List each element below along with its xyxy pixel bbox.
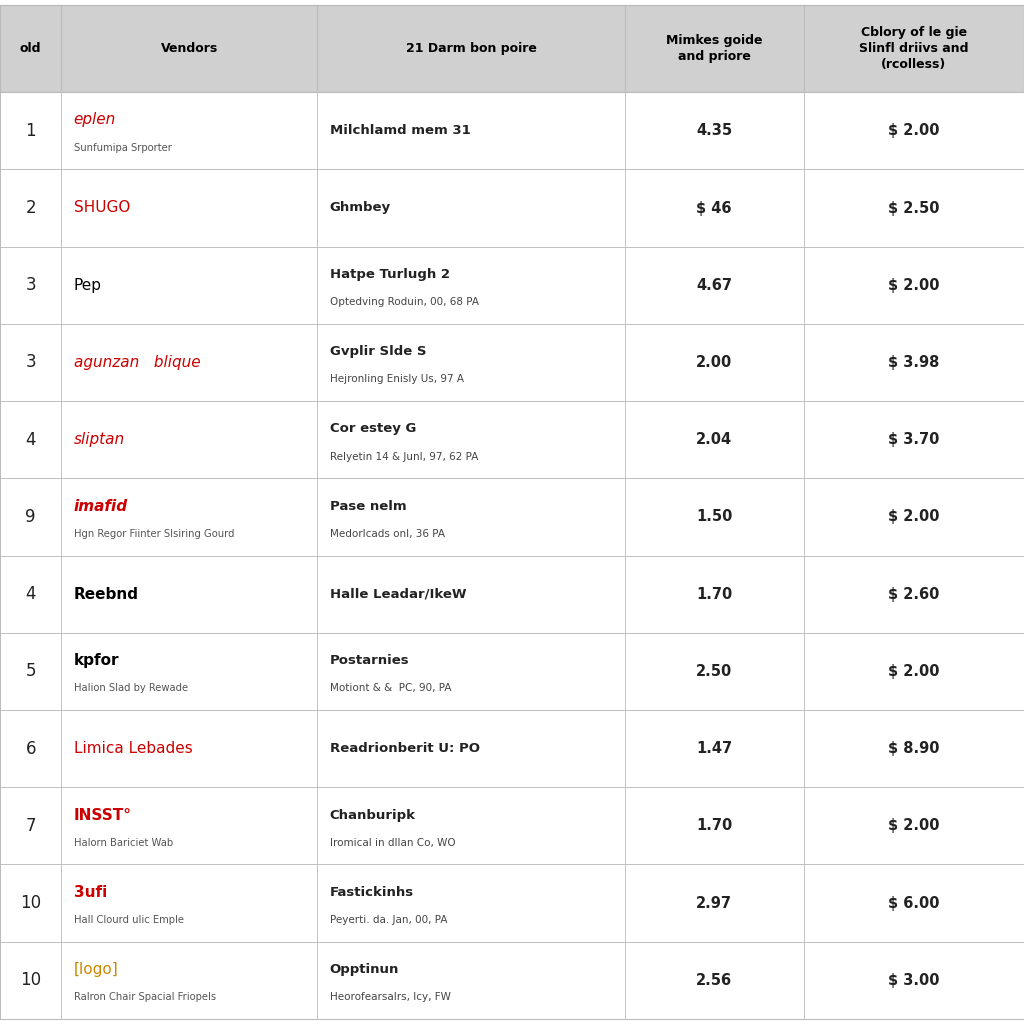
Text: $ 2.60: $ 2.60 — [888, 587, 940, 602]
Text: 2.50: 2.50 — [696, 664, 732, 679]
Text: Chanburipk: Chanburipk — [330, 809, 416, 821]
Text: Medorlcads onl, 36 PA: Medorlcads onl, 36 PA — [330, 529, 444, 539]
Text: Cor estey G: Cor estey G — [330, 422, 416, 435]
Bar — [0, 942, 1024, 1019]
Text: Fastickinhs: Fastickinhs — [330, 886, 414, 899]
Text: 1.47: 1.47 — [696, 741, 732, 756]
Text: 1.70: 1.70 — [696, 818, 732, 834]
Bar — [0, 555, 1024, 633]
Bar — [0, 5, 1024, 92]
Text: $ 3.98: $ 3.98 — [888, 355, 940, 370]
Bar — [0, 478, 1024, 555]
Text: $ 3.70: $ 3.70 — [888, 432, 940, 447]
Text: Hall Clourd ulic Emple: Hall Clourd ulic Emple — [74, 915, 183, 925]
Text: 3ufi: 3ufi — [74, 885, 106, 900]
Text: 4: 4 — [26, 585, 36, 603]
Text: $ 2.00: $ 2.00 — [888, 818, 940, 834]
Text: 4.67: 4.67 — [696, 278, 732, 293]
Text: Readrionberit U: PO: Readrionberit U: PO — [330, 742, 479, 755]
Text: 2.97: 2.97 — [696, 896, 732, 910]
Text: 4: 4 — [26, 431, 36, 449]
Text: 7: 7 — [26, 817, 36, 835]
Text: Ralron Chair Spacial Friopels: Ralron Chair Spacial Friopels — [74, 992, 216, 1002]
Text: $ 2.00: $ 2.00 — [888, 664, 940, 679]
Text: Milchlamd mem 31: Milchlamd mem 31 — [330, 124, 470, 137]
Text: Pase nelm: Pase nelm — [330, 500, 407, 513]
Text: Sunfumipa Srporter: Sunfumipa Srporter — [74, 142, 172, 153]
Text: Halorn Bariciet Wab: Halorn Bariciet Wab — [74, 838, 173, 848]
Bar — [0, 169, 1024, 247]
Text: Vendors: Vendors — [161, 42, 218, 55]
Text: 4.35: 4.35 — [696, 123, 732, 138]
Text: $ 2.00: $ 2.00 — [888, 509, 940, 524]
Text: $ 6.00: $ 6.00 — [888, 896, 940, 910]
Text: 3: 3 — [26, 353, 36, 372]
Text: imafid: imafid — [74, 499, 128, 514]
Text: Opptinun: Opptinun — [330, 963, 399, 976]
Text: 10: 10 — [20, 972, 41, 989]
Text: $ 46: $ 46 — [696, 201, 732, 215]
Text: 2.56: 2.56 — [696, 973, 732, 988]
Text: SHUGO: SHUGO — [74, 201, 130, 215]
Text: $ 3.00: $ 3.00 — [888, 973, 940, 988]
Text: 21 Darm bon poire: 21 Darm bon poire — [406, 42, 537, 55]
Text: Hgn Regor Fiinter Slsiring Gourd: Hgn Regor Fiinter Slsiring Gourd — [74, 529, 234, 539]
Text: INSST°: INSST° — [74, 808, 132, 822]
Text: Cblory of le gie
Slinfl driivs and
(rcolless): Cblory of le gie Slinfl driivs and (rcol… — [859, 27, 969, 71]
Text: Limica Lebades: Limica Lebades — [74, 741, 193, 756]
Text: 1.50: 1.50 — [696, 509, 732, 524]
Text: kpfor: kpfor — [74, 653, 119, 668]
Text: Motiont & &  PC, 90, PA: Motiont & & PC, 90, PA — [330, 683, 452, 693]
Text: $ 2.00: $ 2.00 — [888, 123, 940, 138]
Text: Heorofearsalrs, lcy, FW: Heorofearsalrs, lcy, FW — [330, 992, 451, 1002]
Text: Iromical in dllan Co, WO: Iromical in dllan Co, WO — [330, 838, 456, 848]
Text: 2.04: 2.04 — [696, 432, 732, 447]
Text: 6: 6 — [26, 739, 36, 758]
Text: 10: 10 — [20, 894, 41, 912]
Text: 1.70: 1.70 — [696, 587, 732, 602]
Text: Optedving Roduin, 00, 68 PA: Optedving Roduin, 00, 68 PA — [330, 297, 479, 307]
Text: sliptan: sliptan — [74, 432, 125, 447]
Bar — [0, 401, 1024, 478]
Text: 2.00: 2.00 — [696, 355, 732, 370]
Text: $ 2.50: $ 2.50 — [888, 201, 940, 215]
Text: $ 8.90: $ 8.90 — [888, 741, 940, 756]
Text: Relyetin 14 & Junl, 97, 62 PA: Relyetin 14 & Junl, 97, 62 PA — [330, 452, 478, 462]
Text: Hejronling Enisly Us, 97 A: Hejronling Enisly Us, 97 A — [330, 375, 464, 384]
Text: Hatpe Turlugh 2: Hatpe Turlugh 2 — [330, 268, 450, 281]
Bar — [0, 247, 1024, 324]
Text: Reebnd: Reebnd — [74, 587, 138, 602]
Bar — [0, 787, 1024, 864]
Text: 3: 3 — [26, 276, 36, 294]
Bar — [0, 864, 1024, 942]
Text: [logo]: [logo] — [74, 962, 119, 977]
Text: 1: 1 — [26, 122, 36, 139]
Text: 2: 2 — [26, 199, 36, 217]
Text: Pep: Pep — [74, 278, 101, 293]
Bar — [0, 633, 1024, 710]
Bar — [0, 92, 1024, 169]
Text: 5: 5 — [26, 663, 36, 680]
Text: $ 2.00: $ 2.00 — [888, 278, 940, 293]
Text: Ghmbey: Ghmbey — [330, 202, 391, 214]
Bar — [0, 324, 1024, 401]
Text: Peyerti. da. Jan, 00, PA: Peyerti. da. Jan, 00, PA — [330, 915, 447, 925]
Bar — [0, 710, 1024, 787]
Text: eplen: eplen — [74, 113, 116, 127]
Text: 9: 9 — [26, 508, 36, 526]
Text: Halle Leadar/IkeW: Halle Leadar/IkeW — [330, 588, 466, 601]
Text: old: old — [20, 42, 41, 55]
Text: agunzan   blique: agunzan blique — [74, 355, 201, 370]
Text: Halion Slad by Rewade: Halion Slad by Rewade — [74, 683, 187, 693]
Text: Mimkes goide
and priore: Mimkes goide and priore — [666, 34, 763, 63]
Text: Postarnies: Postarnies — [330, 654, 410, 667]
Text: Gvplir Slde S: Gvplir Slde S — [330, 345, 426, 358]
